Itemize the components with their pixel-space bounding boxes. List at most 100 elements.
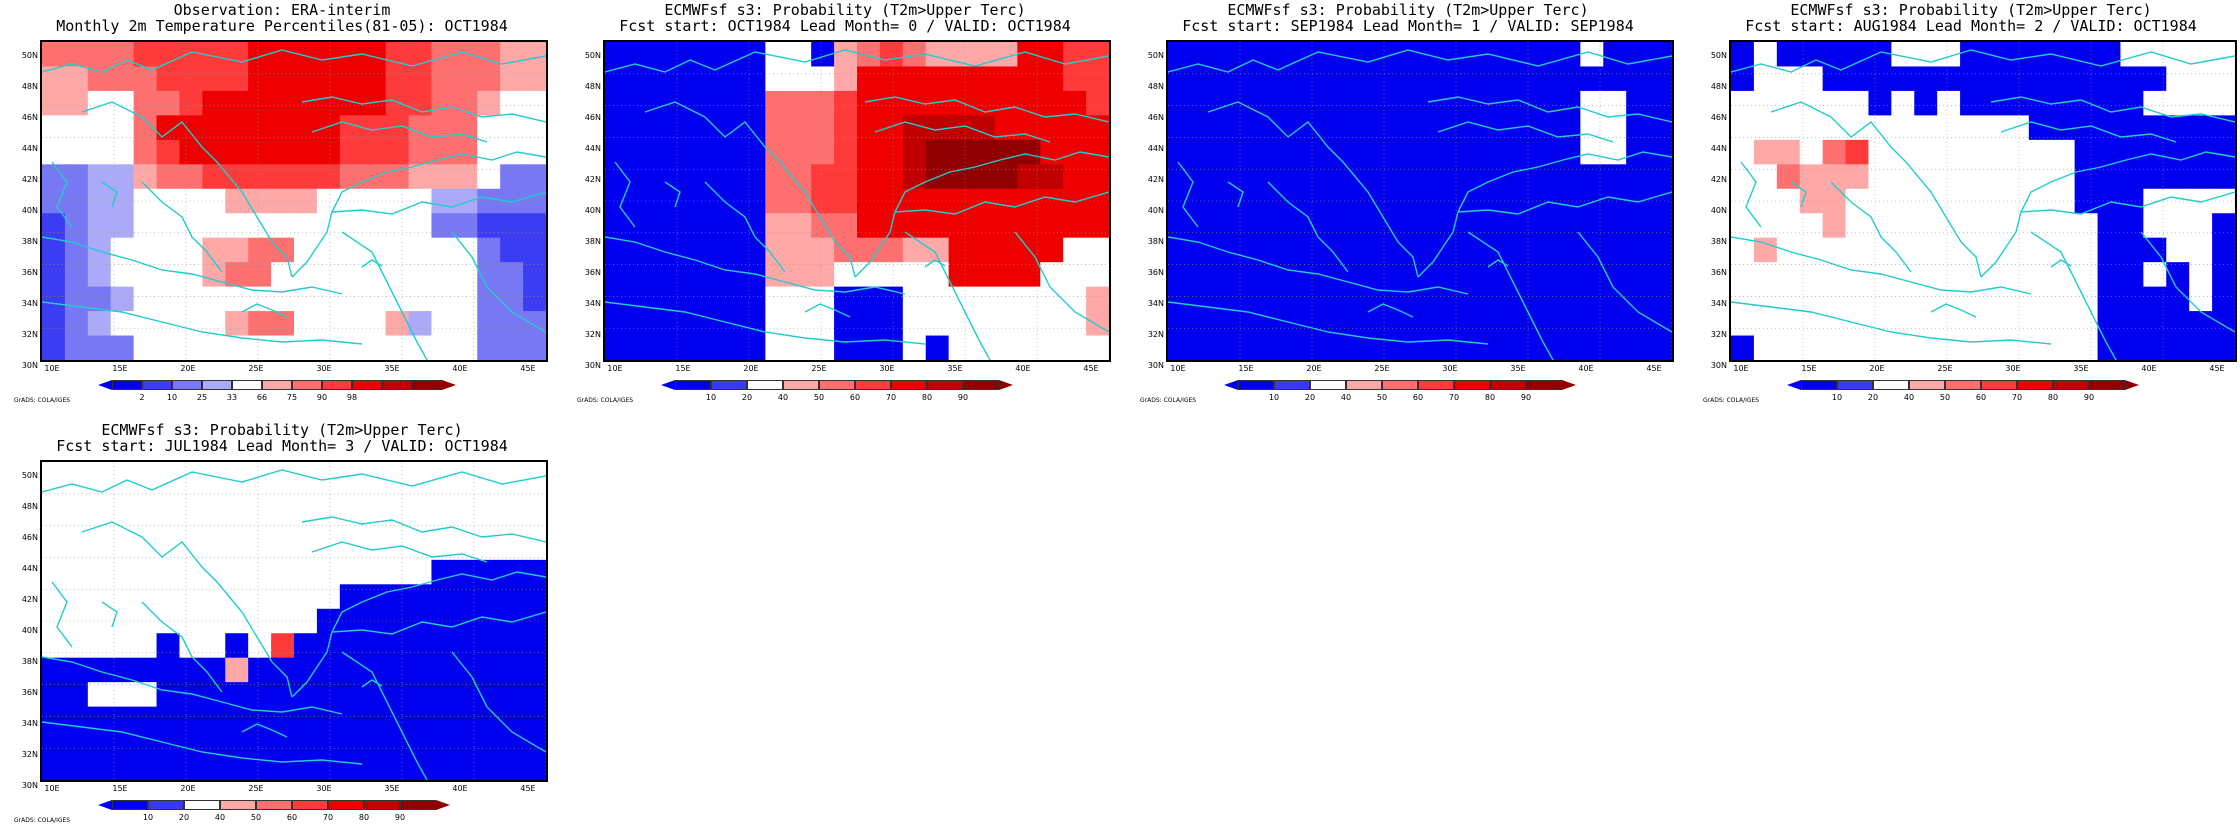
colorbar-tick-label: 90 — [1520, 393, 1532, 402]
grid-cell — [408, 486, 433, 512]
grid-cell — [1534, 42, 1559, 68]
grid-cell — [362, 311, 387, 337]
map-area — [40, 40, 548, 362]
grid-cell — [225, 510, 249, 536]
grid-cell — [857, 286, 881, 312]
forecast-panel-lead1: ECMWFsf s3: Probability (T2m>Upper Terc)… — [1138, 0, 1678, 420]
grid-cell — [294, 584, 318, 610]
grid-cell — [1937, 90, 1961, 116]
grid-cell — [1488, 213, 1513, 239]
grid-cell — [2005, 164, 2030, 190]
grid-cell — [1534, 311, 1559, 337]
grid-cell — [431, 213, 455, 239]
coastline — [924, 259, 946, 268]
grid-cell — [523, 510, 546, 536]
grid-cell — [879, 139, 904, 165]
lat-tick-label: 46N — [1710, 113, 1727, 122]
grid-cell — [1731, 286, 1755, 312]
grid-cell — [500, 486, 524, 512]
grid-cell — [362, 559, 387, 585]
grid-cell — [87, 731, 112, 757]
grid-cell — [1282, 237, 1307, 263]
grid-cell — [339, 213, 364, 239]
grid-cell — [271, 608, 295, 634]
colorbar-swatch — [1909, 380, 1945, 390]
grid-cell — [248, 42, 272, 68]
grid-cell — [834, 90, 858, 116]
grid-cell — [1236, 213, 1261, 239]
grid-cell — [1822, 188, 1847, 214]
grid-cell — [500, 286, 524, 312]
coastline — [311, 121, 488, 143]
grid-cell — [1557, 115, 1581, 141]
grid-cell — [1374, 311, 1398, 337]
grid-cell — [788, 66, 812, 92]
grid-cell — [2120, 188, 2144, 214]
grid-cell — [1442, 90, 1467, 116]
grid-cell — [87, 164, 112, 190]
grid-cell — [477, 90, 501, 116]
grid-cell — [1259, 164, 1284, 190]
grid-cell — [179, 657, 203, 683]
grid-cell — [1397, 286, 1421, 312]
grid-cell — [110, 535, 135, 561]
grid-cell — [1040, 286, 1064, 312]
grid-cell — [408, 90, 433, 116]
grid-cell — [42, 42, 66, 68]
grid-cell — [1511, 90, 1536, 116]
grid-cell — [1983, 90, 2007, 116]
grid-cell — [500, 115, 524, 141]
grid-cell — [454, 682, 478, 708]
grid-cell — [2143, 335, 2167, 360]
lat-tick-label: 34N — [21, 719, 38, 728]
grid-cell — [362, 286, 387, 312]
grid-cell — [477, 633, 501, 659]
grid-cell — [1626, 164, 1650, 190]
grid-cell — [1305, 66, 1329, 92]
grid-cell — [857, 311, 881, 337]
grid-cell — [477, 164, 501, 190]
grid-cell — [1282, 90, 1307, 116]
grid-cell — [742, 286, 766, 312]
grid-cell — [385, 66, 410, 92]
grid-cell — [248, 311, 272, 337]
grid-cell — [1086, 213, 1109, 239]
grid-cell — [523, 486, 546, 512]
colorbar-swatch — [1981, 380, 2017, 390]
grid-cell — [788, 213, 812, 239]
grid-cell — [362, 510, 387, 536]
grid-cell — [2189, 311, 2213, 337]
grid-cell — [523, 706, 546, 732]
grid-cell — [1190, 188, 1215, 214]
grid-cell — [2166, 262, 2190, 288]
colorbar-tick-label: 70 — [2011, 393, 2023, 402]
grid-cell — [1914, 237, 1938, 263]
grid-cell — [1603, 262, 1627, 288]
grid-cell — [248, 510, 272, 536]
grid-cell — [477, 510, 501, 536]
grid-cell — [1259, 90, 1284, 116]
grid-cell — [742, 42, 766, 68]
grid-cell — [87, 311, 112, 337]
grid-cell — [179, 164, 203, 190]
coastline — [1427, 96, 1672, 123]
colorbar-swatch — [1454, 380, 1490, 390]
lon-tick-label: 20E — [180, 364, 196, 373]
grid-cell — [1960, 66, 1984, 92]
grid-cell — [316, 535, 341, 561]
grid-cell — [1511, 188, 1536, 214]
grid-cell — [225, 633, 249, 659]
grid-cell — [925, 90, 950, 116]
lon-tick-label: 15E — [112, 364, 128, 373]
grid-cell — [1960, 213, 1984, 239]
grid-cell — [2028, 139, 2053, 165]
grid-cell — [627, 139, 652, 165]
colorbar-swatch — [148, 800, 184, 810]
coastline — [605, 236, 906, 295]
colorbar-tick-label: 98 — [346, 393, 358, 402]
grid-cell — [225, 682, 249, 708]
grid-cell — [316, 657, 341, 683]
coastline — [301, 516, 546, 543]
grid-cell — [133, 584, 158, 610]
grid-cell — [857, 213, 881, 239]
